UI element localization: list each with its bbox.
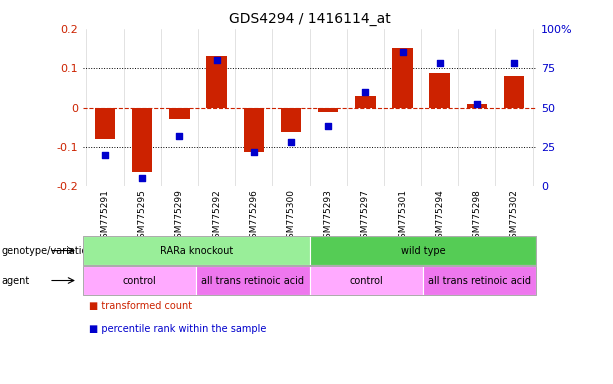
Text: all trans retinoic acid: all trans retinoic acid — [201, 275, 305, 286]
Point — [175, 133, 185, 139]
Bar — [466, 104, 487, 108]
Text: genotype/variation: genotype/variation — [1, 245, 94, 256]
Point — [323, 123, 333, 129]
Bar — [281, 108, 301, 132]
Point — [435, 60, 444, 66]
Point — [286, 139, 296, 145]
Point — [100, 152, 110, 158]
Bar — [318, 108, 338, 112]
Text: control: control — [123, 275, 156, 286]
Title: GDS4294 / 1416114_at: GDS4294 / 1416114_at — [229, 12, 390, 26]
Point — [360, 89, 370, 95]
Bar — [207, 56, 227, 108]
Text: wild type: wild type — [401, 245, 445, 256]
Bar — [355, 96, 376, 108]
Bar — [504, 76, 524, 108]
Bar — [132, 108, 153, 172]
Point — [137, 175, 147, 182]
Bar — [243, 108, 264, 152]
Text: control: control — [349, 275, 383, 286]
Point — [398, 49, 408, 55]
Point — [472, 101, 482, 108]
Text: ■ percentile rank within the sample: ■ percentile rank within the sample — [89, 324, 266, 334]
Point — [509, 60, 519, 66]
Point — [249, 149, 259, 155]
Point — [211, 57, 221, 63]
Text: agent: agent — [1, 275, 29, 286]
Text: all trans retinoic acid: all trans retinoic acid — [428, 275, 531, 286]
Bar — [430, 73, 450, 108]
Text: ■ transformed count: ■ transformed count — [89, 301, 192, 311]
Text: RARa knockout: RARa knockout — [159, 245, 233, 256]
Bar — [392, 48, 413, 108]
Bar — [169, 108, 189, 119]
Bar — [95, 108, 115, 139]
